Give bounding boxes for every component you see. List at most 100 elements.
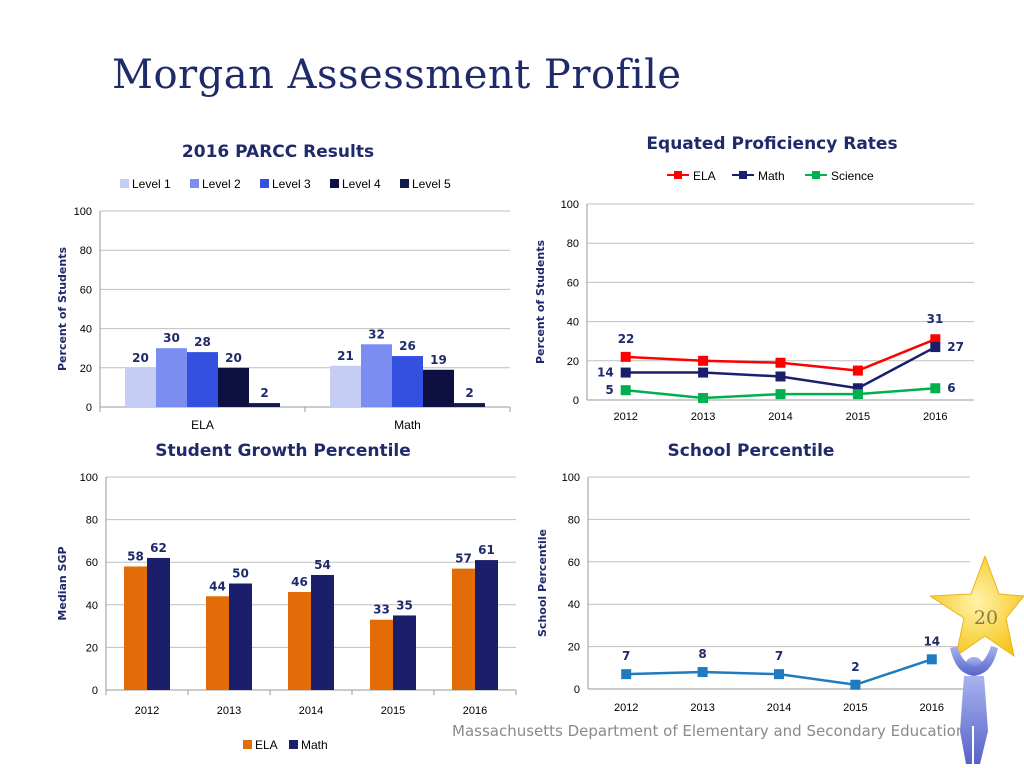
- point-school-percentile: [850, 679, 861, 690]
- data-label: 20: [225, 351, 242, 365]
- page-title: Morgan Assessment Profile: [112, 52, 682, 98]
- equated-proficiency-chart: 0 20 40 60 80 100 Percent of Students Equated P…: [520, 125, 1020, 430]
- data-label: 22: [618, 332, 635, 346]
- school-percentile-chart-svg: 0 20 40 60 80 100 School Percentile School Perc…: [536, 441, 970, 714]
- x-category-label: 2013: [217, 705, 241, 717]
- legend-label-science: Science: [831, 169, 874, 183]
- proficiency-title: Equated Proficiency Rates: [646, 134, 897, 154]
- percentile-ytick-label: 0: [574, 684, 580, 696]
- sgp-ytick-label: 80: [86, 515, 98, 527]
- data-label: 8: [698, 647, 706, 661]
- page-number: 20: [974, 607, 998, 629]
- sgp-ytick-label: 40: [86, 600, 98, 612]
- data-label: 2: [851, 660, 859, 674]
- point-science: [620, 385, 631, 396]
- percentile-ytick-label: 60: [568, 557, 580, 569]
- data-label: 32: [368, 327, 385, 341]
- legend-label-level-5: Level 5: [412, 177, 451, 191]
- point-school-percentile: [926, 654, 937, 665]
- bar-2015-ela: [370, 619, 393, 690]
- bar-2012-ela: [124, 566, 147, 690]
- x-category-label: 2016: [463, 705, 487, 717]
- percentile-ytick-label: 100: [562, 472, 580, 484]
- data-label: 35: [396, 598, 413, 612]
- sgp-ytick-label: 20: [86, 642, 98, 654]
- legend-swatch-level-1: [120, 179, 129, 188]
- point-math: [698, 367, 709, 378]
- bar-2015-math: [393, 615, 416, 690]
- bar-2014-ela: [288, 592, 311, 690]
- point-ela: [775, 357, 786, 368]
- legend-swatch-level-2: [190, 179, 199, 188]
- school-percentile-chart: 0 20 40 60 80 100 School Percentile School Perc…: [520, 432, 990, 722]
- point-science: [852, 389, 863, 400]
- data-label: 30: [163, 331, 180, 345]
- x-category-label: Math: [394, 418, 421, 432]
- point-ela: [852, 365, 863, 376]
- legend-label-ela: ELA: [255, 738, 278, 752]
- parcc-results-chart-svg: 0 20 40 60 80 100 Percent of Students 2016 PARC…: [56, 142, 511, 432]
- legend-swatch-ela: [243, 740, 252, 749]
- percentile-ytick-label: 80: [568, 514, 580, 526]
- data-label: 21: [337, 349, 354, 363]
- x-category-label: 2014: [767, 702, 791, 714]
- student-growth-percentile-chart-svg: 0 20 40 60 80 100 Median SGP Student Growth Per…: [56, 441, 517, 752]
- legend-label-ela: ELA: [693, 169, 716, 183]
- legend-label-level-3: Level 3: [272, 177, 311, 191]
- x-category-label: 2014: [299, 705, 323, 717]
- bar-2013-math: [229, 583, 252, 690]
- percentile-ytick-label: 40: [568, 599, 580, 611]
- parcc-ylabel: Percent of Students: [56, 247, 69, 371]
- point-math: [852, 383, 863, 394]
- x-category-label: 2012: [135, 705, 159, 717]
- data-label: 33: [373, 603, 390, 617]
- bar-2013-ela: [206, 596, 229, 690]
- legend-label-level-2: Level 2: [202, 177, 241, 191]
- parcc-ytick-label: 100: [74, 206, 92, 218]
- parcc-ytick-label: 20: [80, 363, 92, 375]
- data-label: 27: [947, 340, 964, 354]
- x-category-label: 2015: [843, 702, 867, 714]
- bar-ela-level-2: [156, 348, 187, 407]
- proficiency-ytick-label: 100: [561, 199, 579, 211]
- proficiency-ytick-label: 80: [567, 238, 579, 250]
- parcc-results-chart: 0 20 40 60 80 100 Percent of Students 2016 PARC…: [40, 135, 530, 435]
- data-label: 57: [455, 552, 472, 566]
- proficiency-ylabel: Percent of Students: [534, 240, 547, 364]
- star-person-icon: 20: [928, 554, 1024, 764]
- x-category-label: 2015: [846, 411, 870, 423]
- data-label: 31: [927, 312, 944, 326]
- point-ela: [930, 334, 941, 345]
- sgp-ytick-label: 100: [80, 472, 98, 484]
- star-badge: 20: [928, 554, 1024, 768]
- data-label: 50: [232, 567, 249, 581]
- x-category-label: ELA: [191, 418, 214, 432]
- x-category-label: 2015: [381, 705, 405, 717]
- x-category-label: 2013: [691, 411, 715, 423]
- bar-2016-ela: [452, 568, 475, 690]
- data-label: 7: [775, 649, 783, 663]
- legend-swatch-level-4: [330, 179, 339, 188]
- parcc-ytick-label: 0: [86, 402, 92, 414]
- data-label: 2: [465, 386, 473, 400]
- x-category-label: 2014: [768, 411, 792, 423]
- data-label: 5: [605, 383, 613, 397]
- point-science: [930, 383, 941, 394]
- person-figure: [950, 646, 998, 764]
- sgp-ylabel: Median SGP: [56, 546, 69, 620]
- data-label: 58: [127, 549, 144, 563]
- bar-ela-level-4: [218, 367, 249, 407]
- bar-ela-level-1: [125, 367, 156, 407]
- bar-2012-math: [147, 557, 170, 690]
- point-school-percentile: [774, 669, 784, 680]
- sgp-title: Student Growth Percentile: [155, 441, 411, 461]
- point-science: [698, 393, 709, 404]
- percentile-ytick-label: 20: [568, 642, 580, 654]
- legend-swatch-math: [289, 740, 298, 749]
- point-math: [930, 342, 941, 353]
- data-label: 44: [209, 579, 226, 593]
- data-label: 62: [150, 541, 167, 555]
- legend-swatch-level-3: [260, 179, 269, 188]
- point-ela: [698, 355, 709, 366]
- bar-math-level-5: [454, 403, 485, 407]
